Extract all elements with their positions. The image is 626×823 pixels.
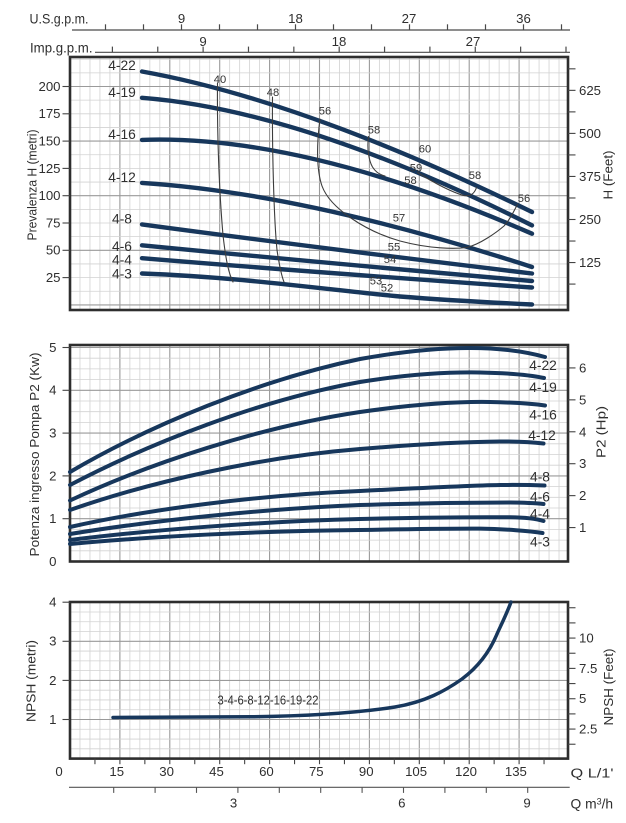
svg-text:4-8: 4-8 [112,211,132,226]
svg-text:4-12: 4-12 [528,428,556,443]
svg-text:75: 75 [46,215,61,230]
svg-text:105: 105 [405,764,427,779]
svg-text:0: 0 [49,554,56,569]
svg-text:2.5: 2.5 [579,722,597,737]
svg-text:375: 375 [579,169,601,184]
svg-text:4-6: 4-6 [112,239,132,254]
svg-text:H (Feet): H (Feet) [601,151,616,200]
svg-text:4-16: 4-16 [108,127,136,142]
svg-text:U.S.g.p.m.: U.S.g.p.m. [30,12,89,27]
svg-text:3: 3 [230,796,237,811]
svg-text:1: 1 [579,520,586,535]
svg-text:4-6: 4-6 [530,489,550,504]
svg-text:4-3: 4-3 [530,534,550,549]
svg-text:4-3: 4-3 [112,266,132,281]
svg-text:6: 6 [398,796,405,811]
svg-text:36: 36 [516,11,531,26]
svg-text:NPSH (metri): NPSH (metri) [24,640,39,722]
svg-text:125: 125 [38,161,60,176]
svg-text:58: 58 [469,170,481,182]
svg-text:5: 5 [49,340,56,355]
svg-text:4-22: 4-22 [108,58,136,73]
svg-text:4-4: 4-4 [530,506,550,521]
svg-text:4: 4 [49,595,56,610]
svg-text:40: 40 [214,74,226,86]
svg-text:P2 (Hp): P2 (Hp) [594,406,609,458]
svg-text:6: 6 [579,360,586,375]
svg-text:52: 52 [381,282,393,294]
svg-text:4: 4 [579,424,586,439]
svg-text:4-22: 4-22 [529,358,557,373]
svg-text:15: 15 [109,764,124,779]
svg-text:200: 200 [38,79,60,94]
svg-text:50: 50 [46,243,61,258]
svg-text:1: 1 [49,712,56,727]
svg-text:100: 100 [38,188,60,203]
svg-text:625: 625 [579,83,601,98]
svg-text:Potenza ingresso Pompa P2 (Kw): Potenza ingresso Pompa P2 (Kw) [27,353,42,557]
svg-text:3: 3 [49,634,56,649]
svg-text:135: 135 [505,764,527,779]
svg-text:58: 58 [404,175,416,187]
svg-text:1: 1 [49,511,56,526]
svg-text:60: 60 [419,143,431,155]
svg-text:4-16: 4-16 [529,407,557,422]
svg-text:60: 60 [259,764,274,779]
svg-text:25: 25 [46,270,61,285]
svg-text:3: 3 [49,426,56,441]
svg-text:3: 3 [579,456,586,471]
svg-text:18: 18 [288,11,303,26]
svg-text:4: 4 [49,383,56,398]
svg-text:75: 75 [309,764,324,779]
svg-text:0: 0 [55,764,62,779]
svg-text:10: 10 [579,631,594,646]
svg-text:9: 9 [178,11,185,26]
svg-text:175: 175 [38,106,60,121]
svg-text:7.5: 7.5 [579,661,597,676]
svg-text:27: 27 [402,11,417,26]
svg-text:125: 125 [579,255,601,270]
svg-text:45: 45 [209,764,224,779]
svg-text:57: 57 [393,212,405,224]
svg-text:58: 58 [368,124,380,136]
svg-text:250: 250 [579,212,601,227]
svg-text:54: 54 [384,254,396,266]
svg-text:500: 500 [579,126,601,141]
svg-text:53: 53 [370,275,382,287]
svg-text:2: 2 [49,673,56,688]
svg-text:56: 56 [518,193,530,205]
svg-text:90: 90 [359,764,374,779]
svg-text:4-19: 4-19 [108,85,136,100]
svg-text:2: 2 [579,488,586,503]
svg-text:4-8: 4-8 [530,469,550,484]
svg-text:18: 18 [332,34,347,49]
svg-text:Imp.g.p.m.: Imp.g.p.m. [30,40,93,55]
svg-text:55: 55 [388,241,400,253]
svg-text:Prevalenza H (metri): Prevalenza H (metri) [25,130,40,241]
svg-text:9: 9 [199,34,206,49]
svg-text:NPSH (Feet): NPSH (Feet) [601,649,616,726]
svg-text:48: 48 [267,87,279,99]
svg-text:Q L/1': Q L/1' [571,765,614,780]
svg-text:4-4: 4-4 [112,252,132,267]
svg-text:Q m3/h: Q m3/h [571,797,614,812]
svg-text:9: 9 [523,796,530,811]
svg-text:5: 5 [579,691,586,706]
svg-text:3-4-6-8-12-16-19-22: 3-4-6-8-12-16-19-22 [218,693,319,707]
svg-text:30: 30 [159,764,174,779]
svg-text:120: 120 [455,764,477,779]
svg-text:2: 2 [49,468,56,483]
svg-text:4-19: 4-19 [529,380,557,395]
svg-text:150: 150 [38,134,60,149]
svg-text:27: 27 [466,34,481,49]
svg-text:4-12: 4-12 [108,170,136,185]
svg-text:5: 5 [579,392,586,407]
svg-text:56: 56 [319,105,331,117]
svg-text:59: 59 [410,162,422,174]
